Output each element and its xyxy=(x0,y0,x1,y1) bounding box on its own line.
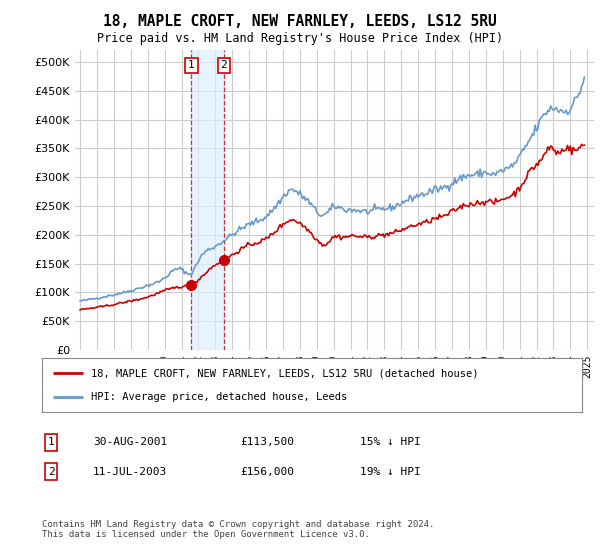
Text: 18, MAPLE CROFT, NEW FARNLEY, LEEDS, LS12 5RU (detached house): 18, MAPLE CROFT, NEW FARNLEY, LEEDS, LS1… xyxy=(91,368,478,379)
Text: £113,500: £113,500 xyxy=(240,437,294,447)
Text: 30-AUG-2001: 30-AUG-2001 xyxy=(93,437,167,447)
Text: 11-JUL-2003: 11-JUL-2003 xyxy=(93,466,167,477)
Text: Contains HM Land Registry data © Crown copyright and database right 2024.
This d: Contains HM Land Registry data © Crown c… xyxy=(42,520,434,539)
Text: 2: 2 xyxy=(47,466,55,477)
Text: 18, MAPLE CROFT, NEW FARNLEY, LEEDS, LS12 5RU: 18, MAPLE CROFT, NEW FARNLEY, LEEDS, LS1… xyxy=(103,14,497,29)
Text: 1: 1 xyxy=(47,437,55,447)
Text: 15% ↓ HPI: 15% ↓ HPI xyxy=(360,437,421,447)
Text: Price paid vs. HM Land Registry's House Price Index (HPI): Price paid vs. HM Land Registry's House … xyxy=(97,32,503,45)
Text: HPI: Average price, detached house, Leeds: HPI: Average price, detached house, Leed… xyxy=(91,391,347,402)
Bar xyxy=(191,50,224,350)
Text: 2: 2 xyxy=(220,60,227,71)
Text: 1: 1 xyxy=(188,60,195,71)
Text: £156,000: £156,000 xyxy=(240,466,294,477)
Text: 19% ↓ HPI: 19% ↓ HPI xyxy=(360,466,421,477)
